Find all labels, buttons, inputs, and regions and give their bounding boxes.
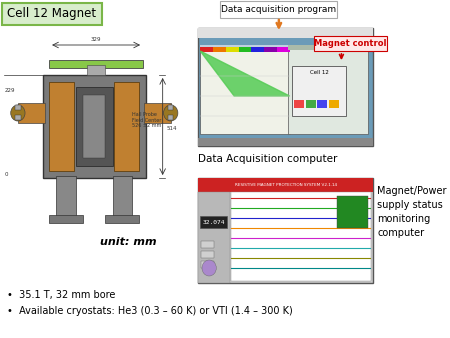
Text: RESISTIVE MAGNET PROTECTION SYSTEM V2.1.14: RESISTIVE MAGNET PROTECTION SYSTEM V2.1.…: [234, 183, 337, 187]
Bar: [277, 47, 290, 52]
FancyBboxPatch shape: [314, 36, 387, 51]
Text: Data acquisition program: Data acquisition program: [221, 4, 337, 14]
Text: Cell 12: Cell 12: [310, 70, 328, 74]
Bar: [198, 138, 373, 146]
Bar: [87, 65, 104, 75]
Text: Hall Probe
Field Center
526 ±2 mm: Hall Probe Field Center 526 ±2 mm: [132, 112, 162, 128]
Bar: [76, 87, 112, 166]
Text: Data Acquisition computer: Data Acquisition computer: [198, 154, 338, 164]
Bar: [168, 115, 173, 120]
Bar: [306, 100, 315, 108]
Bar: [201, 251, 214, 258]
Text: 0: 0: [4, 172, 8, 177]
Bar: [337, 196, 368, 228]
Bar: [4, 23, 192, 253]
Text: Magnet control: Magnet control: [314, 40, 387, 48]
Bar: [288, 45, 368, 50]
Bar: [200, 47, 213, 52]
Text: Magnet/Power
supply status
monitoring
computer: Magnet/Power supply status monitoring co…: [377, 186, 447, 238]
Bar: [198, 178, 373, 283]
Bar: [56, 176, 76, 218]
Bar: [198, 28, 373, 38]
Bar: [317, 100, 327, 108]
Bar: [198, 178, 373, 192]
Bar: [83, 95, 105, 158]
Bar: [112, 176, 132, 218]
Bar: [49, 60, 143, 68]
Bar: [49, 82, 74, 171]
FancyBboxPatch shape: [2, 3, 102, 25]
Bar: [294, 100, 304, 108]
Bar: [292, 66, 346, 116]
Bar: [200, 216, 227, 228]
Bar: [144, 103, 171, 123]
Bar: [201, 241, 214, 248]
Bar: [200, 45, 290, 50]
Bar: [201, 261, 214, 268]
Bar: [251, 47, 264, 52]
FancyBboxPatch shape: [220, 0, 338, 18]
Bar: [114, 82, 140, 171]
Bar: [264, 47, 277, 52]
Text: Cell 12 Magnet: Cell 12 Magnet: [7, 7, 96, 21]
Text: •  35.1 T, 32 mm bore: • 35.1 T, 32 mm bore: [7, 290, 116, 300]
Text: 514: 514: [166, 125, 177, 130]
Bar: [230, 192, 371, 281]
Bar: [168, 105, 173, 110]
Bar: [198, 192, 230, 283]
Polygon shape: [200, 51, 290, 96]
Bar: [15, 115, 21, 120]
Circle shape: [202, 260, 216, 276]
Text: 329: 329: [90, 37, 101, 42]
Bar: [18, 103, 45, 123]
Text: 229: 229: [4, 88, 15, 93]
Bar: [15, 105, 21, 110]
Text: •  Available cryostats: He3 (0.3 – 60 K) or VTI (1.4 – 300 K): • Available cryostats: He3 (0.3 – 60 K) …: [7, 306, 293, 316]
Bar: [200, 46, 290, 134]
Bar: [226, 47, 239, 52]
Bar: [105, 215, 140, 223]
Bar: [329, 100, 339, 108]
Bar: [43, 75, 146, 178]
Bar: [238, 47, 251, 52]
Circle shape: [11, 105, 25, 121]
Bar: [288, 46, 368, 134]
Text: 32.074: 32.074: [202, 219, 225, 224]
Bar: [198, 28, 373, 146]
Circle shape: [163, 105, 178, 121]
Bar: [49, 215, 83, 223]
Text: unit: mm: unit: mm: [100, 237, 157, 247]
Bar: [213, 47, 226, 52]
